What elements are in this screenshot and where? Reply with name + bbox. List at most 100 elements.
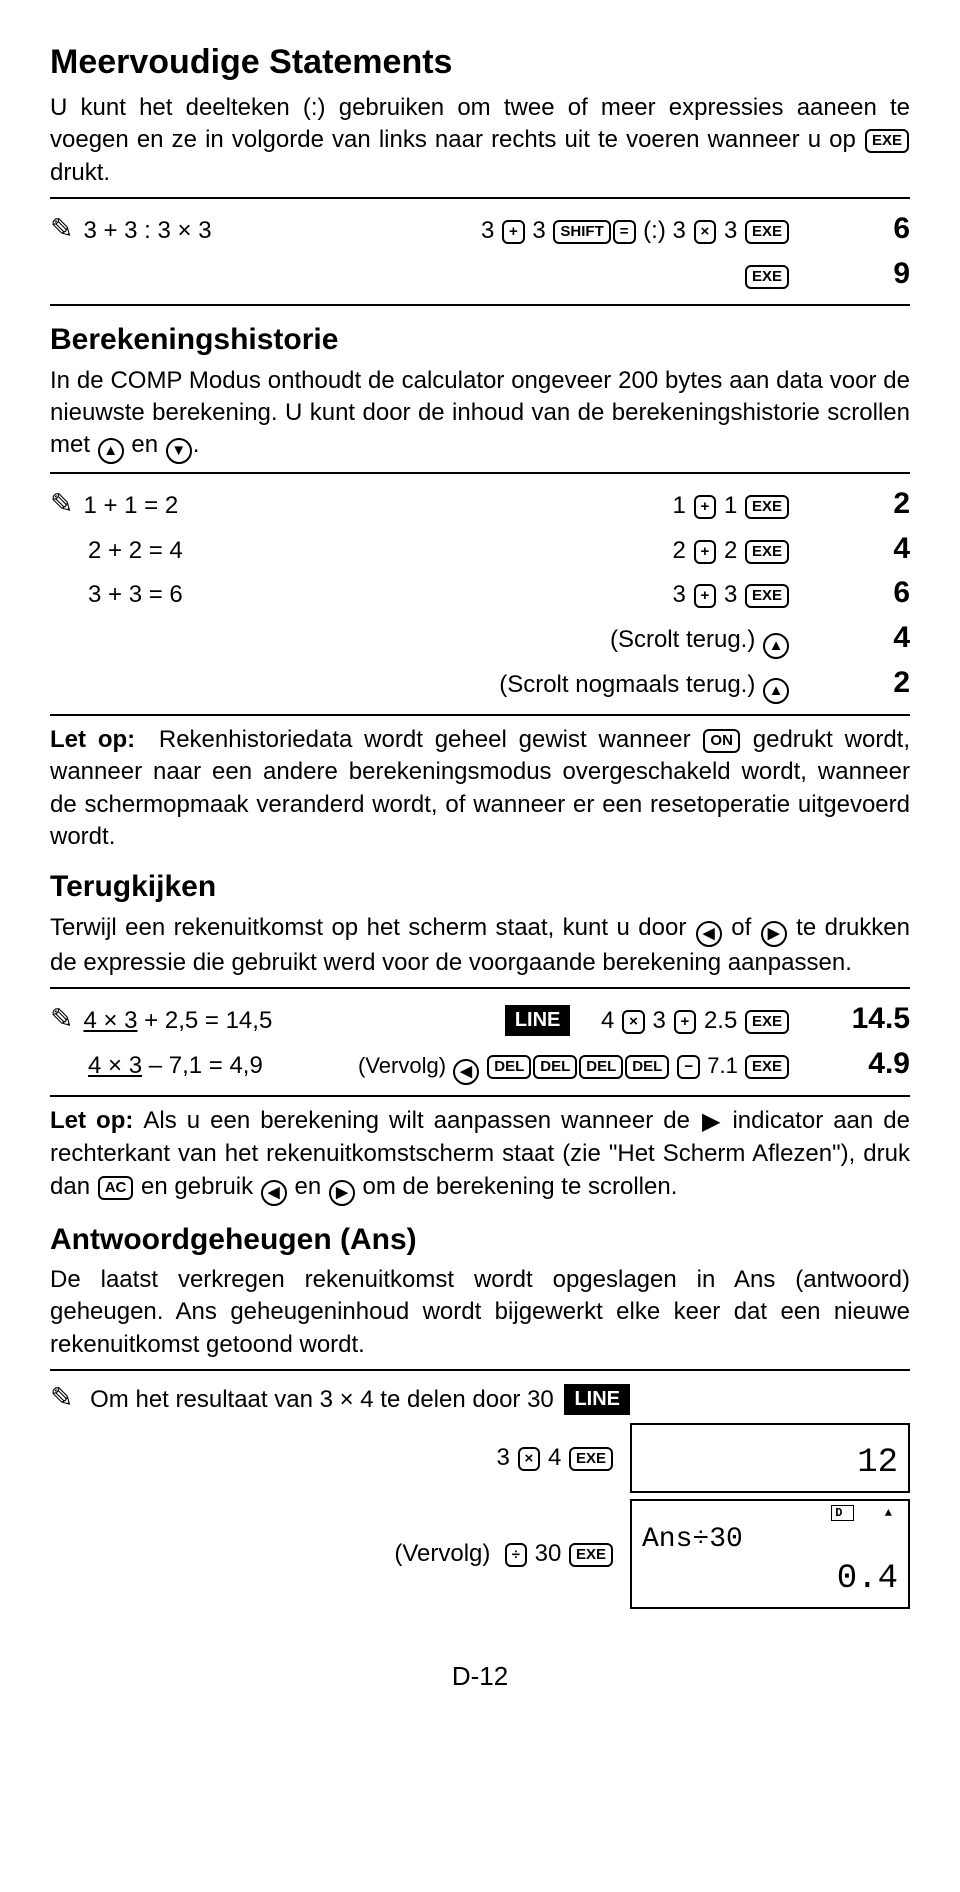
text: en	[288, 1173, 328, 1200]
right-key-icon: ▶	[761, 921, 787, 947]
text: (Scrolt nogmaals terug.)	[499, 671, 762, 698]
result: 4	[820, 529, 910, 570]
up-indicator-icon: ▲	[885, 1506, 900, 1520]
line-badge-icon: LINE	[505, 1005, 571, 1036]
del-key-icon: DEL	[625, 1055, 669, 1079]
keyseq: 3 + 3 EXE	[250, 579, 820, 611]
keyseq: 3 × 4 EXE	[50, 1442, 614, 1474]
divider	[50, 197, 910, 199]
calculator-display: 12	[630, 1423, 910, 1493]
text: 1	[673, 492, 693, 519]
text: en gebruik	[134, 1173, 259, 1200]
up-key-icon: ▲	[98, 438, 124, 464]
text: 3	[481, 217, 501, 244]
left-key-icon: ◀	[261, 1180, 287, 1206]
example-row: EXE 9	[50, 252, 910, 297]
heading-meervoudige: Meervoudige Statements	[50, 40, 910, 86]
note-label: Let op:	[50, 1107, 143, 1134]
text: 30	[528, 1540, 568, 1567]
divider	[50, 714, 910, 716]
right-key-icon: ▶	[329, 1180, 355, 1206]
result: 4.9	[820, 1044, 910, 1085]
result: 6	[820, 209, 910, 250]
example-row: 3 + 3 : 3 × 3 3 + 3 SHIFT= (:) 3 × 3 EXE…	[50, 207, 910, 252]
keyseq: (Scrolt nogmaals terug.) ▲	[250, 669, 820, 704]
para: Terwijl een rekenuitkomst op het scherm …	[50, 912, 910, 979]
result: 2	[820, 484, 910, 525]
keyseq: 3 + 3 SHIFT= (:) 3 × 3 EXE	[283, 215, 820, 247]
up-key-icon: ▲	[763, 633, 789, 659]
expr-left: 3 + 3 = 6	[50, 579, 250, 611]
page-number: D-12	[50, 1659, 910, 1694]
text: + 2,5 = 14,5	[138, 1007, 273, 1034]
divider	[50, 1369, 910, 1371]
heading-ans: Antwoordgeheugen (Ans)	[50, 1220, 910, 1261]
del-key-icon: DEL	[533, 1055, 577, 1079]
heading-terugkijken: Terugkijken	[50, 867, 910, 908]
mult-key-icon: ×	[694, 220, 717, 244]
text: 3	[717, 217, 744, 244]
plus-key-icon: +	[694, 584, 717, 608]
heading-historie: Berekeningshistorie	[50, 320, 910, 361]
text: 3	[497, 1444, 517, 1471]
on-key-icon: ON	[703, 729, 740, 753]
text: 3	[646, 1007, 673, 1034]
d-indicator-icon: D	[831, 1505, 854, 1521]
para: In de COMP Modus onthoudt de calculator …	[50, 365, 910, 465]
example-row: 1 + 1 = 2 1 + 1 EXE 2	[50, 482, 910, 527]
left-key-icon: ◀	[696, 921, 722, 947]
text: (:) 3	[637, 217, 693, 244]
exe-key-icon: EXE	[745, 540, 789, 564]
text: 3	[526, 217, 553, 244]
exe-key-icon: EXE	[569, 1447, 613, 1471]
para: U kunt het deelteken (:) gebruiken om tw…	[50, 92, 910, 189]
expr-left: 4 × 3 + 2,5 = 14,5	[83, 1005, 283, 1037]
para: De laatst verkregen rekenuitkomst wordt …	[50, 1264, 910, 1361]
display-value: 0.4	[837, 1557, 898, 1603]
line-badge-icon: LINE	[564, 1384, 630, 1415]
example-row: (Scrolt terug.) ▲ 4	[50, 616, 910, 661]
exe-key-icon: EXE	[745, 1055, 789, 1079]
left-key-icon: ◀	[453, 1059, 479, 1085]
keyseq: (Vervolg) ◀ DELDELDELDEL − 7.1 EXE	[263, 1051, 820, 1085]
display-expr: Ans÷30	[642, 1521, 743, 1559]
keyseq: (Scrolt terug.) ▲	[250, 624, 820, 659]
text: 4	[601, 1007, 621, 1034]
ac-key-icon: AC	[98, 1176, 134, 1200]
keyseq: EXE	[250, 260, 820, 292]
text: (Vervolg)	[394, 1540, 497, 1567]
display-value: 12	[857, 1441, 898, 1487]
down-key-icon: ▼	[166, 438, 192, 464]
minus-key-icon: −	[677, 1055, 700, 1079]
div-key-icon: ÷	[505, 1543, 527, 1567]
text: 3	[717, 581, 744, 608]
right-triangle-icon: ▶	[702, 1106, 720, 1138]
keyseq: (Vervolg) ÷ 30 EXE	[50, 1538, 614, 1570]
divider	[50, 472, 910, 474]
exe-key-icon: EXE	[745, 220, 789, 244]
text: of	[723, 914, 760, 941]
divider	[50, 987, 910, 989]
expr-left: 2 + 2 = 4	[50, 535, 250, 567]
expr-left: 1 + 1 = 2	[83, 490, 283, 522]
note: Let op: Rekenhistoriedata wordt geheel g…	[50, 724, 910, 854]
result: 14.5	[820, 999, 910, 1040]
mult-key-icon: ×	[622, 1010, 645, 1034]
text: 1	[717, 492, 744, 519]
note: Let op: Als u een berekening wilt aanpas…	[50, 1105, 910, 1206]
text: Om het resultaat van 3 × 4 te delen door…	[90, 1386, 554, 1413]
result: 6	[820, 573, 910, 614]
divider	[50, 304, 910, 306]
text: Terwijl een rekenuitkomst op het scherm …	[50, 914, 695, 941]
text: en	[125, 431, 165, 458]
example-row: 4 × 3 + 2,5 = 14,5 LINE 4 × 3 + 2.5 EXE …	[50, 997, 910, 1042]
example-row: 3 + 3 = 6 3 + 3 EXE 6	[50, 571, 910, 616]
exe-key-icon: EXE	[745, 265, 789, 289]
text: 2	[717, 537, 744, 564]
exe-key-icon: EXE	[865, 129, 909, 153]
del-key-icon: DEL	[487, 1055, 531, 1079]
text: 3	[673, 581, 693, 608]
divider	[50, 1095, 910, 1097]
exe-key-icon: EXE	[745, 495, 789, 519]
text: (Vervolg)	[358, 1053, 452, 1078]
